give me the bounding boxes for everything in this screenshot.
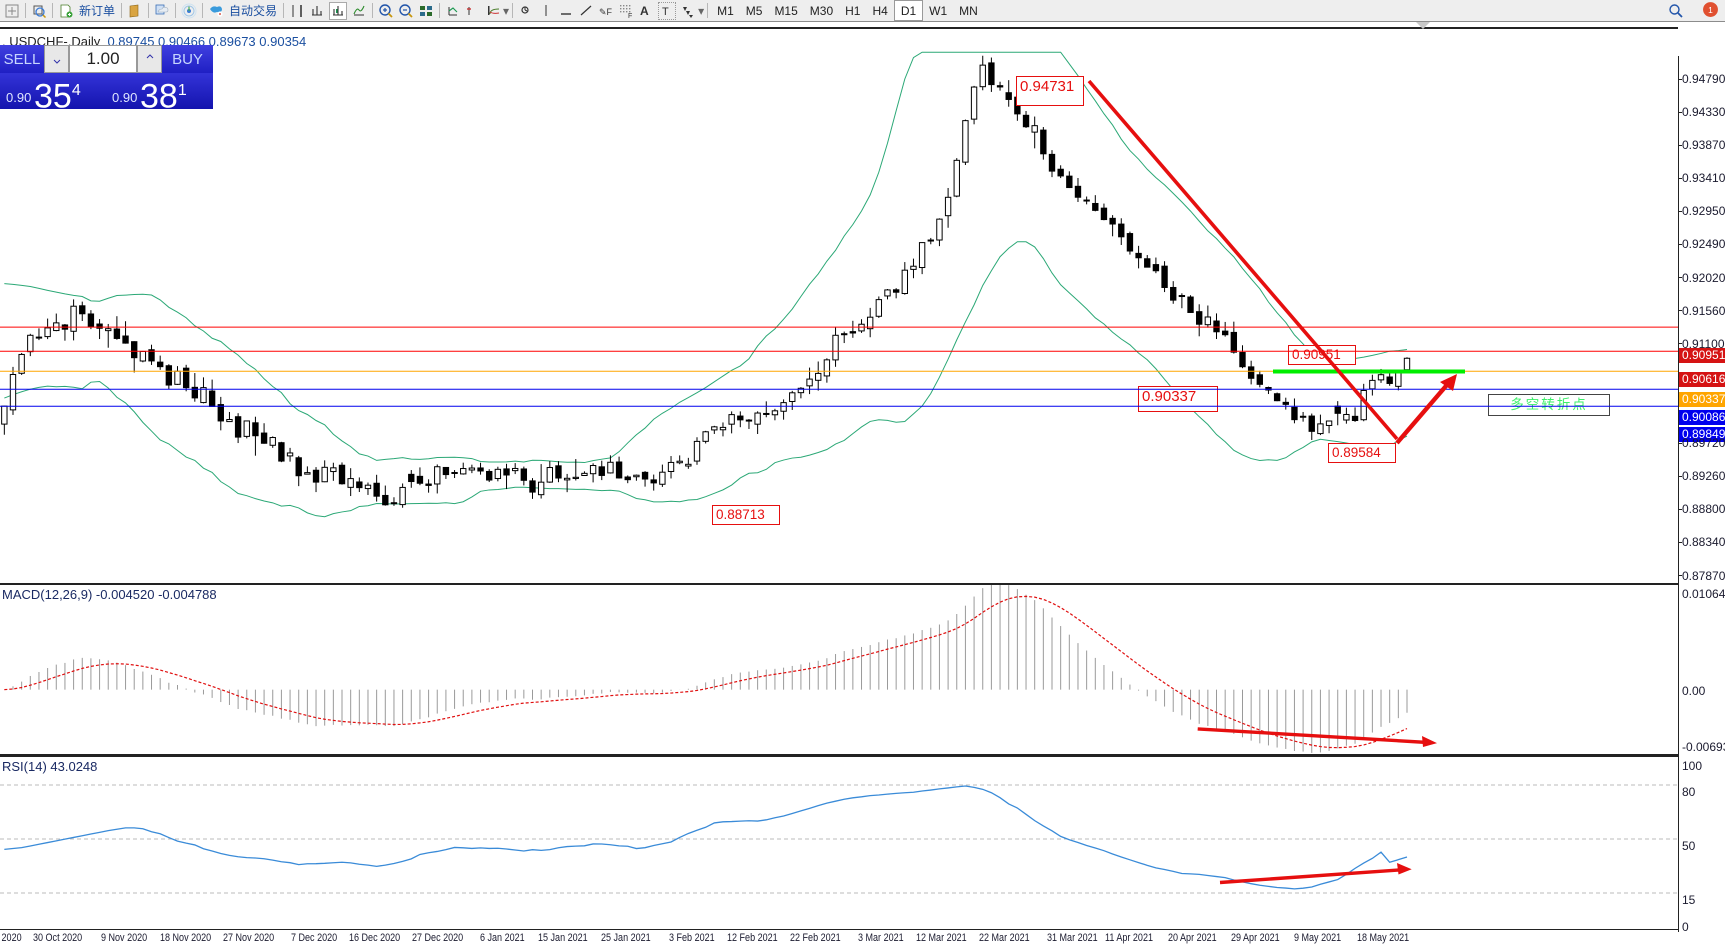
svg-text:F: F	[628, 13, 632, 19]
svg-text:T: T	[662, 6, 669, 18]
svg-text:1: 1	[1708, 5, 1713, 15]
svg-text:A: A	[640, 4, 649, 18]
svg-text:✎F: ✎F	[599, 7, 613, 17]
